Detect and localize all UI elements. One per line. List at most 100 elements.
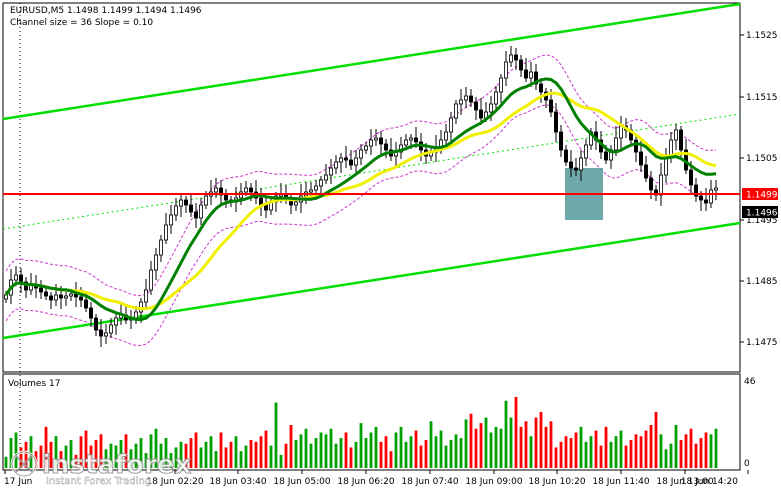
volume-bar <box>109 443 113 468</box>
candle-body <box>373 137 378 141</box>
channel-middle <box>2 113 741 230</box>
volume-bar <box>284 443 288 468</box>
volume-bar <box>434 436 438 468</box>
volume-bar <box>454 434 458 468</box>
volume-title: Volumes 17 <box>8 379 60 389</box>
volume-bar <box>59 451 63 468</box>
volume-bar <box>334 443 338 468</box>
volume-bar <box>579 426 583 468</box>
candle-body <box>248 187 253 193</box>
candle-body <box>13 274 18 281</box>
volume-bar <box>549 421 553 468</box>
candle-body <box>193 211 198 219</box>
volume-bar <box>494 426 498 468</box>
volume-bar <box>639 436 643 468</box>
price-tick-label: 1.1505 <box>746 154 778 164</box>
candle-body <box>188 204 193 213</box>
candle-body <box>549 99 554 113</box>
volume-bar <box>654 411 658 468</box>
candle-body <box>84 299 89 309</box>
envelope-bands <box>5 54 717 347</box>
watermark-tagline: Instant Forex Trading <box>46 476 151 487</box>
volume-bar <box>374 426 378 468</box>
volume-bar <box>544 426 548 468</box>
time-tick-label: 18 Jun 13:00 <box>656 477 713 487</box>
volume-bar <box>379 441 383 468</box>
volume-bar <box>644 430 648 468</box>
volume-bar <box>14 432 18 468</box>
candle-body <box>614 137 619 151</box>
volume-bar <box>179 441 183 468</box>
volume-bar <box>514 396 518 468</box>
time-axis: 17 Jun 18 Jun 02:20 18 Jun 03:40 18 Jun 05:… <box>4 470 749 487</box>
volume-bar <box>414 430 418 468</box>
time-tick-label: 18 Jun 06:20 <box>337 477 394 487</box>
volume-max-label: 46 <box>744 377 756 387</box>
time-tick-label: 18 Jun 14:20 <box>681 477 738 487</box>
symbol-info: EURUSD,M5 1.1498 1.1499 1.1494 1.1496 <box>10 6 202 16</box>
volume-bar <box>19 447 23 468</box>
volume-bar <box>659 434 663 468</box>
candle-body <box>293 201 298 206</box>
volume-bar <box>619 430 623 468</box>
candle-body <box>604 151 609 161</box>
candle-body <box>348 159 353 166</box>
volume-bar <box>164 438 168 468</box>
price-tick-label: 1.1475 <box>746 338 778 348</box>
candle-body <box>554 111 559 133</box>
candle-body <box>44 291 49 297</box>
volume-bar <box>714 428 718 468</box>
time-tick-label: 18 Jun 10:20 <box>528 477 585 487</box>
candle-body <box>524 69 529 79</box>
candle-body <box>133 311 138 319</box>
volume-bar <box>444 445 448 468</box>
volume-bar <box>614 436 618 468</box>
candle-body <box>178 199 183 207</box>
volume-bar <box>609 441 613 468</box>
volume-bar <box>54 436 58 468</box>
volume-bar <box>364 438 368 468</box>
volume-bar <box>504 400 508 468</box>
volume-bar <box>209 436 213 468</box>
volume-bar <box>99 434 103 468</box>
candle-body <box>23 281 28 291</box>
candle-body <box>198 204 203 219</box>
volume-bar <box>74 454 78 468</box>
volume-bar <box>349 447 353 468</box>
volume-bar <box>564 436 568 468</box>
time-tick-label: 18 Jun 03:40 <box>209 477 266 487</box>
price-tick-label: 1.1495 <box>746 216 778 226</box>
volume-bar <box>474 428 478 468</box>
candle-body <box>674 129 679 141</box>
candle-body <box>148 269 153 291</box>
candle-body <box>114 317 119 326</box>
time-tick-label: 18 Jun 11:40 <box>592 477 649 487</box>
volume-bar <box>539 411 543 468</box>
volume-bar <box>369 432 373 468</box>
volume-bar <box>604 426 608 468</box>
volume-bar <box>9 438 13 468</box>
volume-bar <box>309 443 313 468</box>
volume-bar <box>229 441 233 468</box>
envelope-upper <box>5 54 717 297</box>
volume-bar <box>669 443 673 468</box>
candle-body <box>514 54 519 61</box>
candle-body <box>413 137 418 143</box>
volume-bar <box>694 443 698 468</box>
candle-body <box>679 129 684 151</box>
volume-bar <box>289 425 293 468</box>
candle-body <box>699 195 704 201</box>
volume-bar <box>534 417 538 468</box>
volume-bar <box>559 441 563 468</box>
candle-body <box>694 184 699 197</box>
watermark-brand: instaforex <box>42 450 192 480</box>
volume-bar <box>394 432 398 468</box>
volume-bar <box>419 445 423 468</box>
volume-bar <box>189 438 193 468</box>
volume-bar <box>649 425 653 468</box>
candle-body <box>143 289 148 303</box>
volume-bar <box>324 434 328 468</box>
volume-bar <box>199 447 203 468</box>
candle-body <box>328 167 333 176</box>
